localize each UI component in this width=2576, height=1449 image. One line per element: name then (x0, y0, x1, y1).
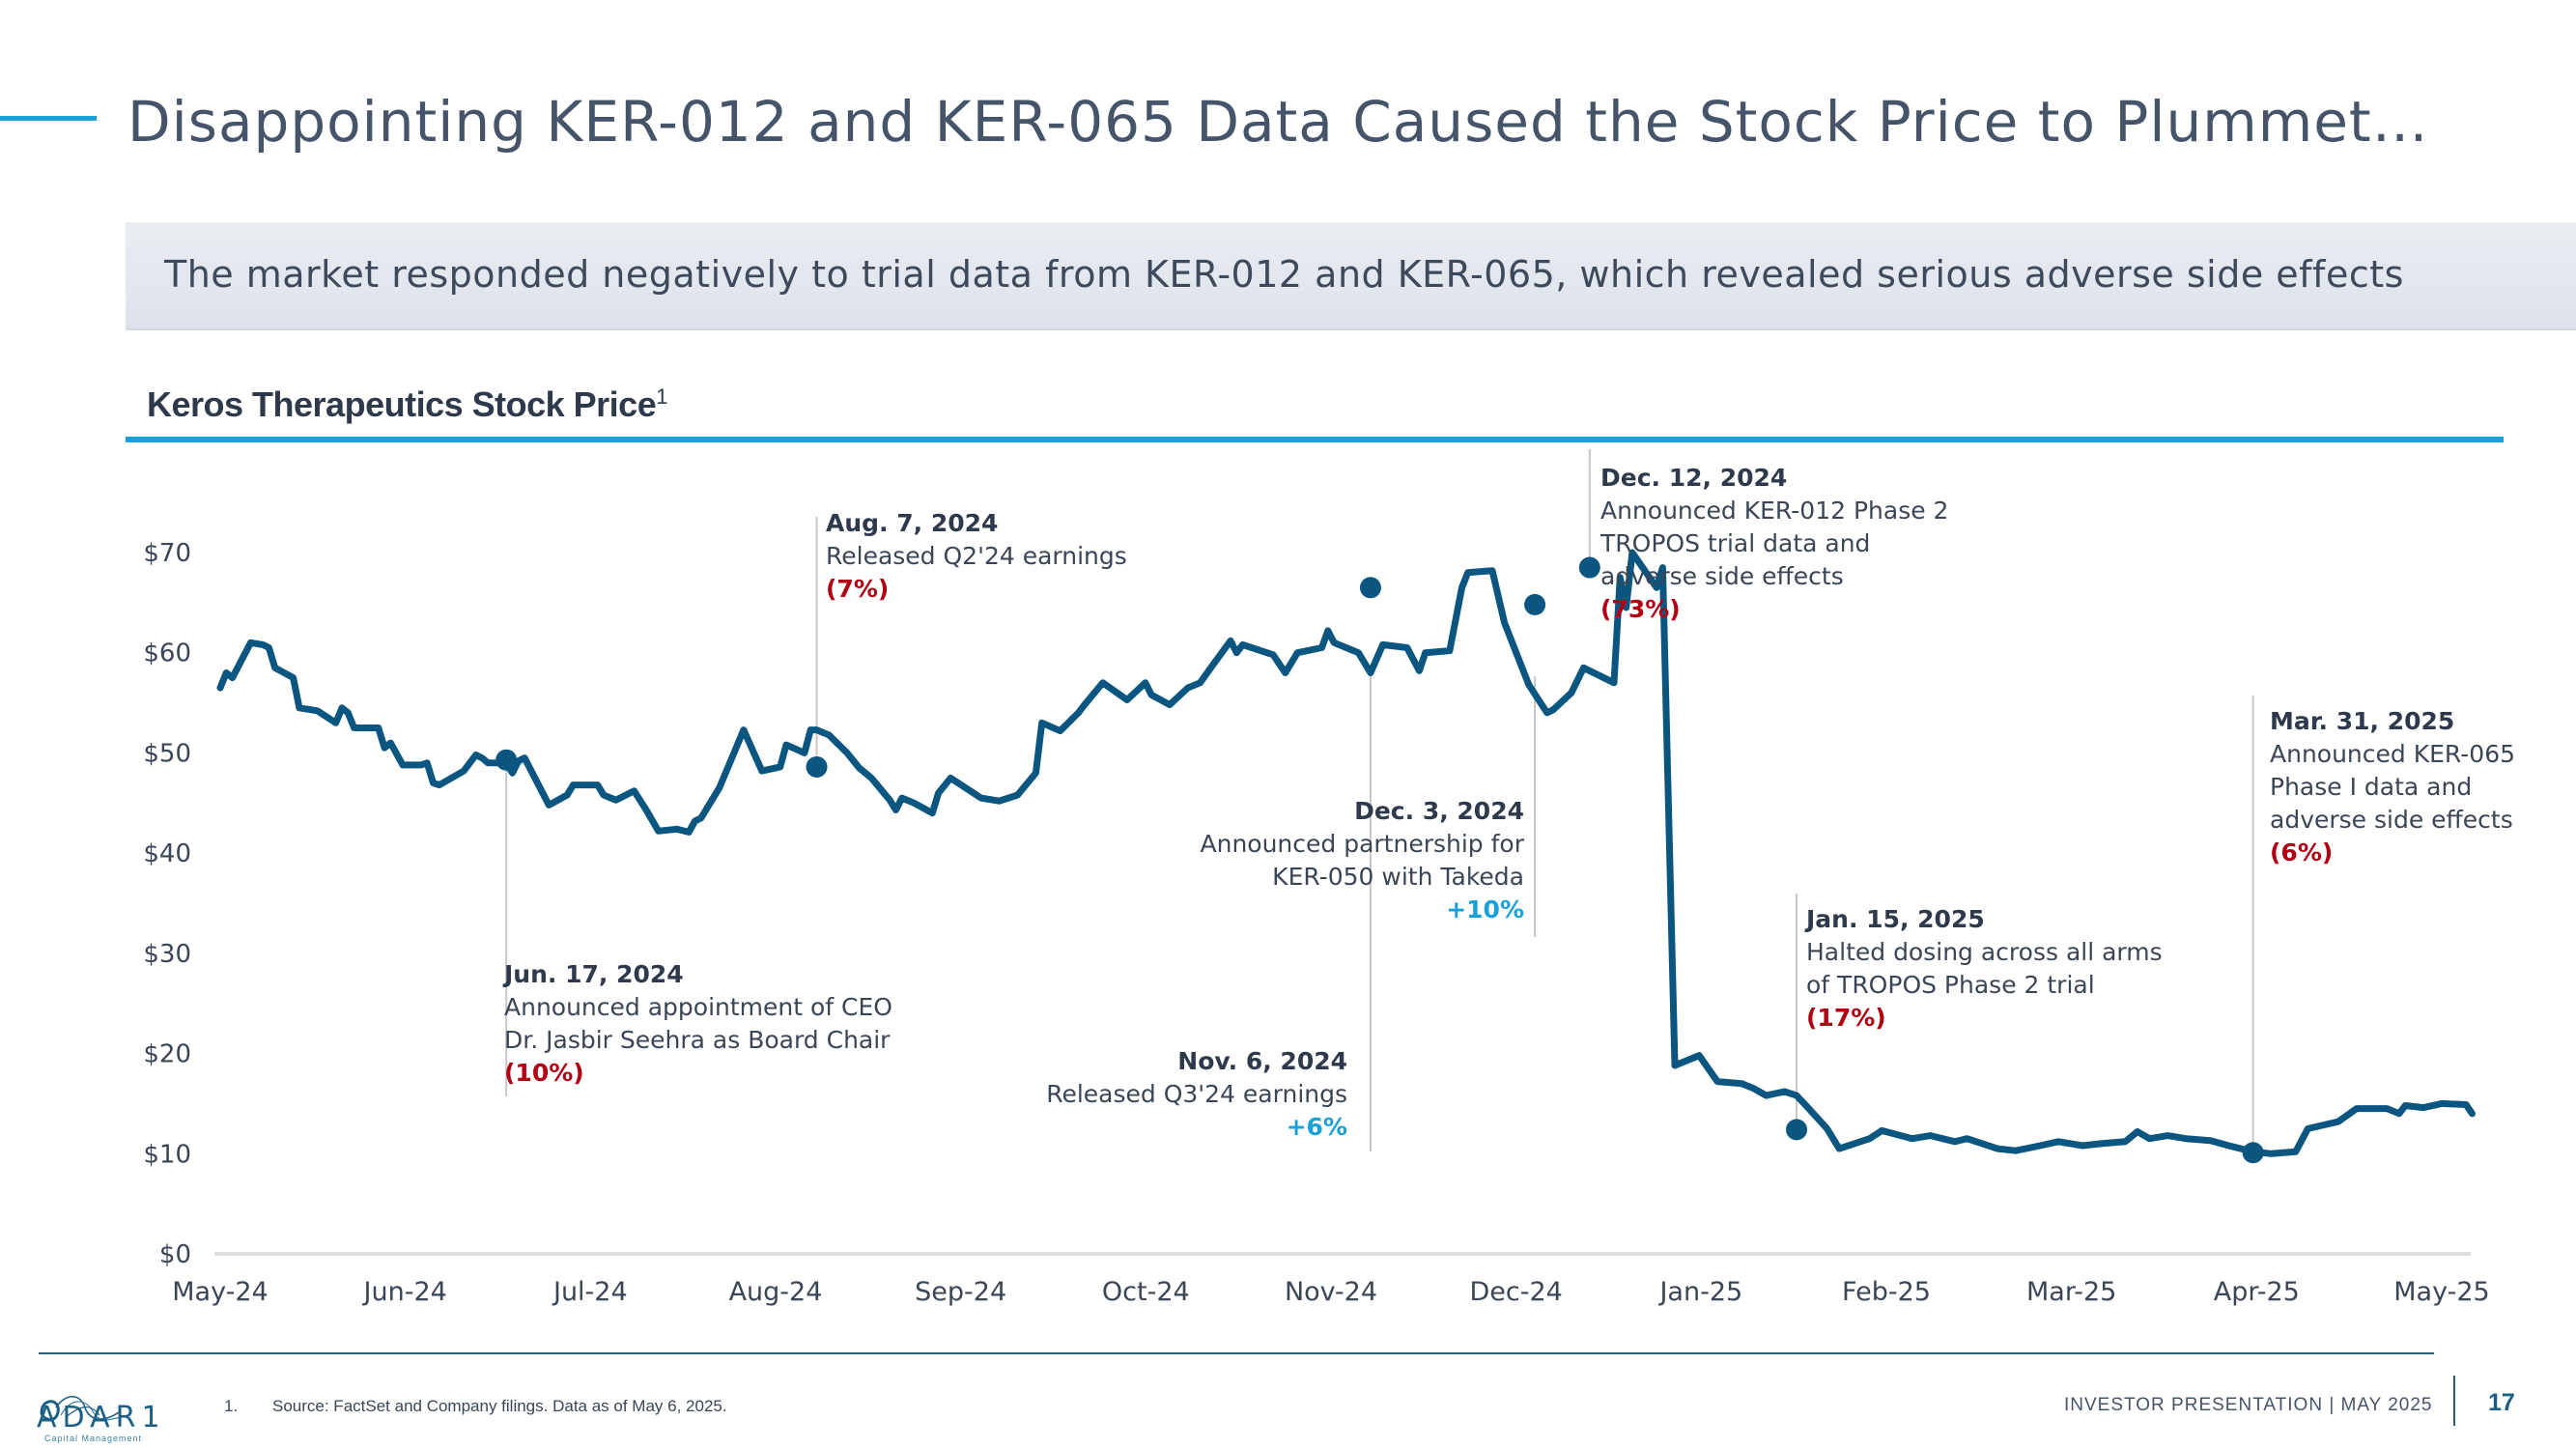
x-tick-label: Feb-25 (1842, 1277, 1931, 1307)
page-number: 17 (2488, 1389, 2515, 1416)
x-axis: May-24 Jun-24 Jul-24 Aug-24 Sep-24 Oct-24 Nov-… (172, 1252, 2490, 1307)
logo-subtitle: Capital Management (44, 1434, 143, 1443)
title-accent-bar (0, 116, 97, 121)
annotation-date: Jun. 17, 2024 (504, 960, 684, 988)
footer-divider (2453, 1376, 2455, 1426)
y-axis: $0 $10 $20 $30 $40 $50 $60 $70 (143, 539, 191, 1269)
annotation-description: adverse side effects (1600, 562, 1844, 590)
y-tick-label: $0 (159, 1240, 191, 1269)
footnote-text: Source: FactSet and Company filings. Dat… (272, 1397, 727, 1415)
x-tick-label: Jan-25 (1657, 1277, 1742, 1307)
x-tick-label: Sep-24 (915, 1277, 1006, 1307)
annotation-jun-17-2024: Jun. 17, 2024 Announced appointment of CE… (504, 958, 892, 1090)
annotation-price-change: +10% (1446, 895, 1524, 923)
annotation-dec-12-2024: Dec. 12, 2024 Announced KER-012 Phase 2 TR… (1600, 462, 1948, 626)
annotation-jan-15-2025: Jan. 15, 2025 Halted dosing across all ar… (1806, 903, 2163, 1035)
chart-heading-text: Keros Therapeutics Stock Price (147, 384, 657, 424)
x-tick-label: Aug-24 (729, 1277, 823, 1307)
y-tick-label: $50 (143, 739, 191, 768)
annotation-description: TROPOS trial data and (1600, 529, 1871, 557)
footer-rule (39, 1352, 2434, 1354)
logo-wordmark: ADAR1 (37, 1401, 166, 1435)
y-tick-label: $60 (143, 639, 191, 668)
annotation-description: Announced appointment of CEO (504, 993, 892, 1021)
event-marker (1359, 577, 1381, 599)
x-tick-label: Dec-24 (1469, 1277, 1562, 1307)
annotation-description: adverse side effects (2270, 806, 2513, 834)
x-tick-label: Nov-24 (1285, 1277, 1377, 1307)
annotation-aug-7-2024: Aug. 7, 2024 Released Q2'24 earnings (7%) (826, 507, 1127, 606)
y-tick-label: $10 (143, 1140, 191, 1169)
event-marker (1578, 556, 1600, 579)
annotation-dec-3-2024: Dec. 3, 2024 Announced partnership for KER… (1201, 795, 1525, 926)
annotation-price-change: (17%) (1806, 1004, 1886, 1032)
x-tick-label: May-25 (2393, 1277, 2489, 1307)
adar1-logo-icon (40, 1395, 123, 1422)
annotation-description: Announced KER-065 (2270, 740, 2516, 768)
annotation-leader-lines (505, 449, 2254, 1151)
annotation-description: Announced partnership for (1200, 830, 1525, 858)
y-tick-label: $30 (143, 940, 191, 969)
footnote-number: 1. (224, 1397, 239, 1415)
chart-heading-footnote-ref: 1 (656, 384, 667, 409)
annotation-description: Released Q3'24 earnings (1046, 1080, 1347, 1108)
event-marker (1524, 593, 1546, 615)
annotation-description: Dr. Jasbir Seehra as Board Chair (504, 1026, 891, 1054)
annotation-description: Released Q2'24 earnings (826, 542, 1127, 570)
event-marker (2242, 1142, 2264, 1164)
annotation-description: Phase I data and (2270, 773, 2473, 801)
annotation-price-change: (7%) (826, 575, 890, 603)
page-title: Disappointing KER-012 and KER-065 Data C… (127, 89, 2429, 155)
y-tick-label: $40 (143, 839, 191, 868)
annotation-nov-6-2024: Nov. 6, 2024 Released Q3'24 earnings +6% (1046, 1045, 1347, 1144)
price-series (216, 549, 2476, 1157)
annotation-description: of TROPOS Phase 2 trial (1806, 971, 2095, 999)
event-markers (495, 556, 2264, 1164)
subtitle-band: The market responded negatively to trial… (126, 222, 2576, 330)
annotation-mar-31-2025: Mar. 31, 2025 Announced KER-065 Phase I da… (2270, 705, 2515, 869)
annotation-price-change: (73%) (1600, 595, 1681, 623)
annotation-price-change: +6% (1286, 1113, 1347, 1141)
annotation-date: Mar. 31, 2025 (2270, 707, 2455, 735)
x-tick-label: Mar-25 (2026, 1277, 2116, 1307)
presentation-label: INVESTOR PRESENTATION | MAY 2025 (2064, 1395, 2433, 1415)
x-tick-label: Apr-25 (2214, 1277, 2300, 1307)
stock-price-chart: $0 $10 $20 $30 $40 $50 $60 $70 May-24 Jun-24 Jul-… (143, 449, 2490, 1307)
annotation-date: Dec. 3, 2024 (1354, 797, 1524, 825)
annotation-date: Aug. 7, 2024 (826, 509, 999, 537)
annotation-description: Halted dosing across all arms (1806, 938, 2163, 966)
annotation-date: Jan. 15, 2025 (1806, 905, 1985, 933)
chart-heading-rule (126, 437, 2504, 442)
price-line (216, 549, 2476, 1157)
y-tick-label: $70 (143, 539, 191, 568)
x-tick-label: May-24 (172, 1277, 268, 1307)
annotation-date: Dec. 12, 2024 (1600, 464, 1788, 492)
event-marker (806, 755, 828, 778)
chart-heading: Keros Therapeutics Stock Price1 (147, 384, 667, 425)
annotation-description: Announced KER-012 Phase 2 (1600, 497, 1949, 525)
x-tick-label: Jul-24 (552, 1277, 628, 1307)
event-marker (1786, 1119, 1808, 1141)
x-tick-label: Jun-24 (362, 1277, 447, 1307)
annotation-price-change: (6%) (2270, 838, 2334, 867)
annotation-price-change: (10%) (504, 1059, 584, 1087)
y-tick-label: $20 (143, 1040, 191, 1069)
annotation-date: Nov. 6, 2024 (1177, 1047, 1347, 1075)
x-tick-label: Oct-24 (1102, 1277, 1190, 1307)
annotation-description: KER-050 with Takeda (1272, 863, 1524, 891)
subtitle: The market responded negatively to trial… (164, 253, 2404, 296)
event-marker (495, 749, 518, 771)
